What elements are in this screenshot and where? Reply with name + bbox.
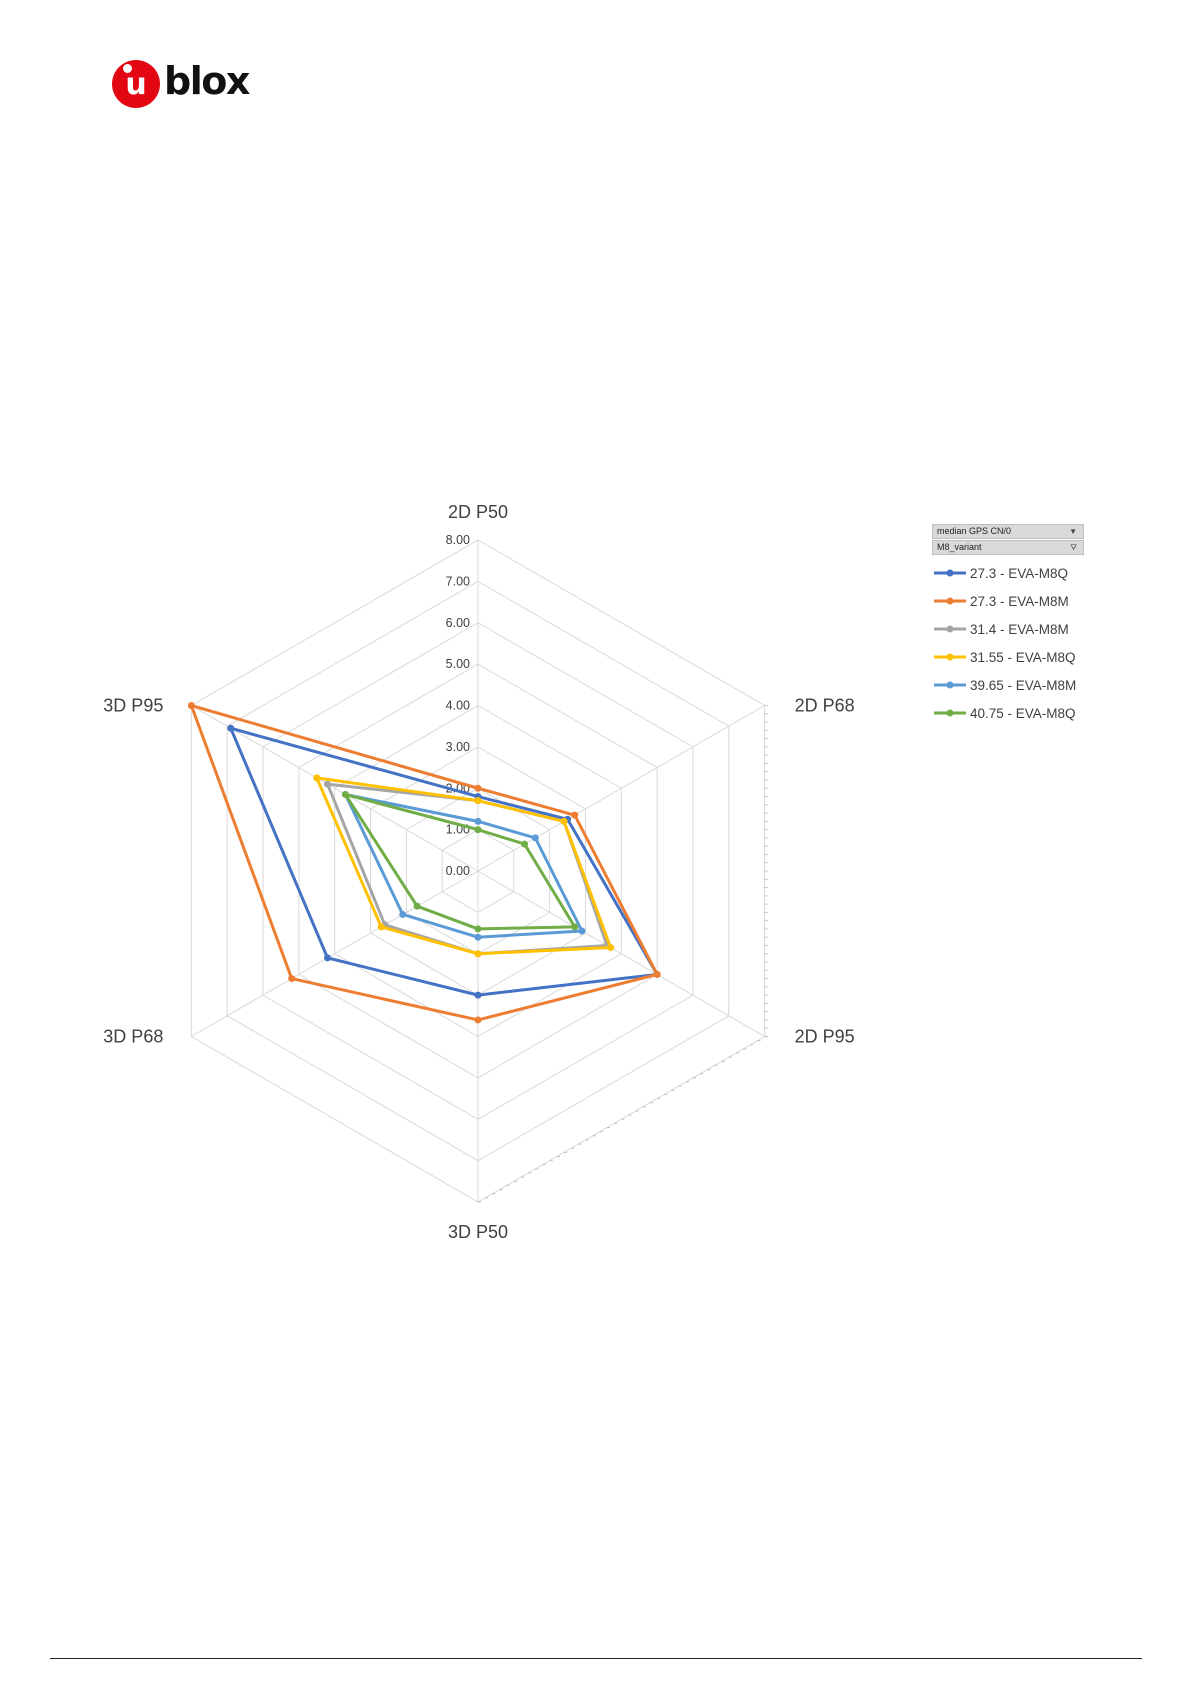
series-point <box>377 923 385 931</box>
series-point <box>399 910 407 918</box>
legend-item[interactable]: 31.55 - EVA-M8Q <box>932 643 1084 671</box>
radar-series <box>187 702 661 1024</box>
series-group <box>341 790 579 933</box>
axis-spoke <box>191 705 479 872</box>
tick-label: 8.00 <box>446 533 470 547</box>
series-point <box>474 817 482 825</box>
legend-item[interactable]: 27.3 - EVA-M8Q <box>932 559 1084 587</box>
series-group <box>313 774 615 958</box>
legend-swatch <box>934 653 966 661</box>
legend-item[interactable]: 31.4 - EVA-M8M <box>932 615 1084 643</box>
tick-label: 0.00 <box>446 864 470 878</box>
filter-icon[interactable]: ⛛ <box>1070 543 1077 552</box>
legend-field-m8-variant[interactable]: M8_variant ⛛ <box>932 540 1084 555</box>
series-group <box>187 702 661 1024</box>
series-point <box>313 774 321 782</box>
radar-axis-labels: 2D P50 2D P68 2D P95 3D P50 3D P68 3D P95 <box>103 502 854 1242</box>
series-point <box>324 954 332 962</box>
series-point <box>560 817 568 825</box>
series-point <box>531 834 539 842</box>
legend-label: 27.3 - EVA-M8Q <box>970 565 1069 581</box>
series-point <box>288 975 296 983</box>
logo-dot <box>123 64 132 73</box>
axis-label: 3D P95 <box>103 696 163 716</box>
series-point <box>474 797 482 805</box>
series-point <box>474 950 482 958</box>
axis-spoke <box>191 870 479 1037</box>
legend-label: 40.75 - EVA-M8Q <box>970 705 1076 721</box>
axis-label: 3D P50 <box>448 1222 508 1242</box>
series-point <box>571 811 579 819</box>
axis-label: 2D P68 <box>795 696 855 716</box>
series-point <box>578 927 586 935</box>
series-group <box>227 724 661 999</box>
legend-item[interactable]: 39.65 - EVA-M8M <box>932 671 1084 699</box>
tick-label: 3.00 <box>446 740 470 754</box>
series-point <box>474 933 482 941</box>
series-point <box>607 944 615 952</box>
legend-swatch <box>934 709 966 717</box>
series-point <box>571 923 579 931</box>
footer-rule <box>50 1658 1142 1659</box>
series-point <box>341 790 349 798</box>
legend: median GPS CN/0 ▼ M8_variant ⛛ 27.3 - EVA-… <box>932 524 1084 727</box>
logo-wordmark: blox <box>164 59 250 103</box>
dropdown-arrow-icon[interactable]: ▼ <box>1069 527 1077 536</box>
axis-label: 2D P50 <box>448 502 508 522</box>
series-point <box>187 702 195 709</box>
series-line <box>189 704 659 1022</box>
axis-label: 2D P95 <box>795 1027 855 1047</box>
series-point <box>653 970 661 978</box>
ublox-logo: u blox <box>112 56 262 110</box>
series-line <box>229 726 659 997</box>
series-point <box>413 902 421 910</box>
legend-swatch <box>934 625 966 633</box>
series-point <box>474 826 482 834</box>
logo-glyph: u <box>125 67 147 102</box>
series-point <box>227 724 235 732</box>
legend-items: 27.3 - EVA-M8Q 27.3 - EVA-M8M 31.4 - EVA-M… <box>932 559 1084 727</box>
legend-swatch <box>934 597 966 605</box>
radar-spokes <box>191 540 768 1203</box>
series-point <box>474 1016 482 1024</box>
legend-label: 31.55 - EVA-M8Q <box>970 649 1076 665</box>
axis-spoke <box>477 870 765 1037</box>
tick-label: 4.00 <box>446 699 470 713</box>
legend-label: 31.4 - EVA-M8M <box>970 621 1069 637</box>
series-point <box>474 991 482 999</box>
legend-field-median-gps[interactable]: median GPS CN/0 ▼ <box>932 524 1084 539</box>
axis-label: 3D P68 <box>103 1027 163 1047</box>
legend-label: 39.65 - EVA-M8M <box>970 677 1077 693</box>
legend-swatch <box>934 569 966 577</box>
tick-label: 6.00 <box>446 616 470 630</box>
series-point <box>474 784 482 792</box>
tick-label: 5.00 <box>446 657 470 671</box>
tick-label: 7.00 <box>446 574 470 588</box>
legend-item[interactable]: 27.3 - EVA-M8M <box>932 587 1084 615</box>
series-point <box>521 840 529 848</box>
legend-item[interactable]: 40.75 - EVA-M8Q <box>932 699 1084 727</box>
logo-mark: u <box>112 60 160 108</box>
series-point <box>474 925 482 933</box>
series-point <box>324 780 332 788</box>
legend-swatch <box>934 681 966 689</box>
legend-label: 27.3 - EVA-M8M <box>970 593 1069 609</box>
